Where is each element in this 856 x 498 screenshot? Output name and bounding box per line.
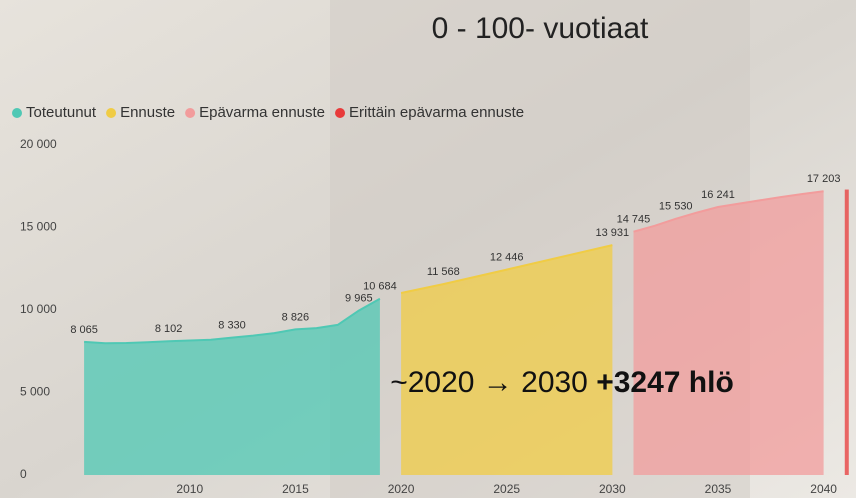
y-tick-label: 15 000 [20, 220, 57, 234]
x-tick-label: 2025 [493, 482, 520, 496]
annotation-text: ~2020 → 2030 [390, 366, 588, 399]
value-label: 8 330 [218, 319, 246, 331]
annotation-bold: +3247 hlö [596, 366, 734, 399]
value-label: 12 446 [490, 252, 524, 264]
x-tick-label: 2035 [705, 482, 732, 496]
value-label: 8 065 [70, 324, 98, 336]
area [845, 190, 849, 475]
value-label: 8 102 [155, 323, 183, 335]
annotation: ~2020 → 2030 +3247 hlö [390, 366, 734, 399]
legend-label: Ennuste [120, 104, 175, 121]
legend-marker [106, 108, 116, 118]
legend-marker [185, 108, 195, 118]
y-tick-label: 10 000 [20, 302, 57, 316]
value-label: 16 241 [701, 189, 735, 201]
legend-label: Toteutunut [26, 104, 97, 121]
legend-label: Erittäin epävarma ennuste [349, 104, 524, 121]
y-tick-label: 5 000 [20, 385, 50, 399]
value-label: 17 203 [807, 173, 841, 185]
legend-label: Epävarma ennuste [199, 104, 325, 121]
value-label: 11 568 [427, 266, 460, 278]
area [634, 191, 824, 475]
value-label: 13 931 [596, 227, 630, 239]
value-label: 14 745 [617, 214, 651, 226]
legend-marker [12, 108, 22, 118]
chart-title: 0 - 100- vuotiaat [432, 12, 649, 45]
x-tick-label: 2040 [810, 482, 837, 496]
legend-marker [335, 108, 345, 118]
x-tick-label: 2010 [176, 482, 203, 496]
chart: 0 - 100- vuotiaat Toteutunut Ennuste Epäva… [0, 0, 856, 498]
y-tick-label: 20 000 [20, 137, 57, 151]
legend: Toteutunut Ennuste Epävarma ennuste Erittäi… [12, 104, 524, 121]
value-label: 9 965 [345, 292, 373, 304]
y-tick-label: 0 [20, 467, 27, 481]
x-tick-label: 2020 [388, 482, 415, 496]
x-tick-label: 2030 [599, 482, 626, 496]
x-tick-label: 2015 [282, 482, 309, 496]
value-label: 15 530 [659, 201, 693, 213]
value-label: 10 684 [363, 281, 397, 293]
value-label: 8 826 [282, 311, 310, 323]
